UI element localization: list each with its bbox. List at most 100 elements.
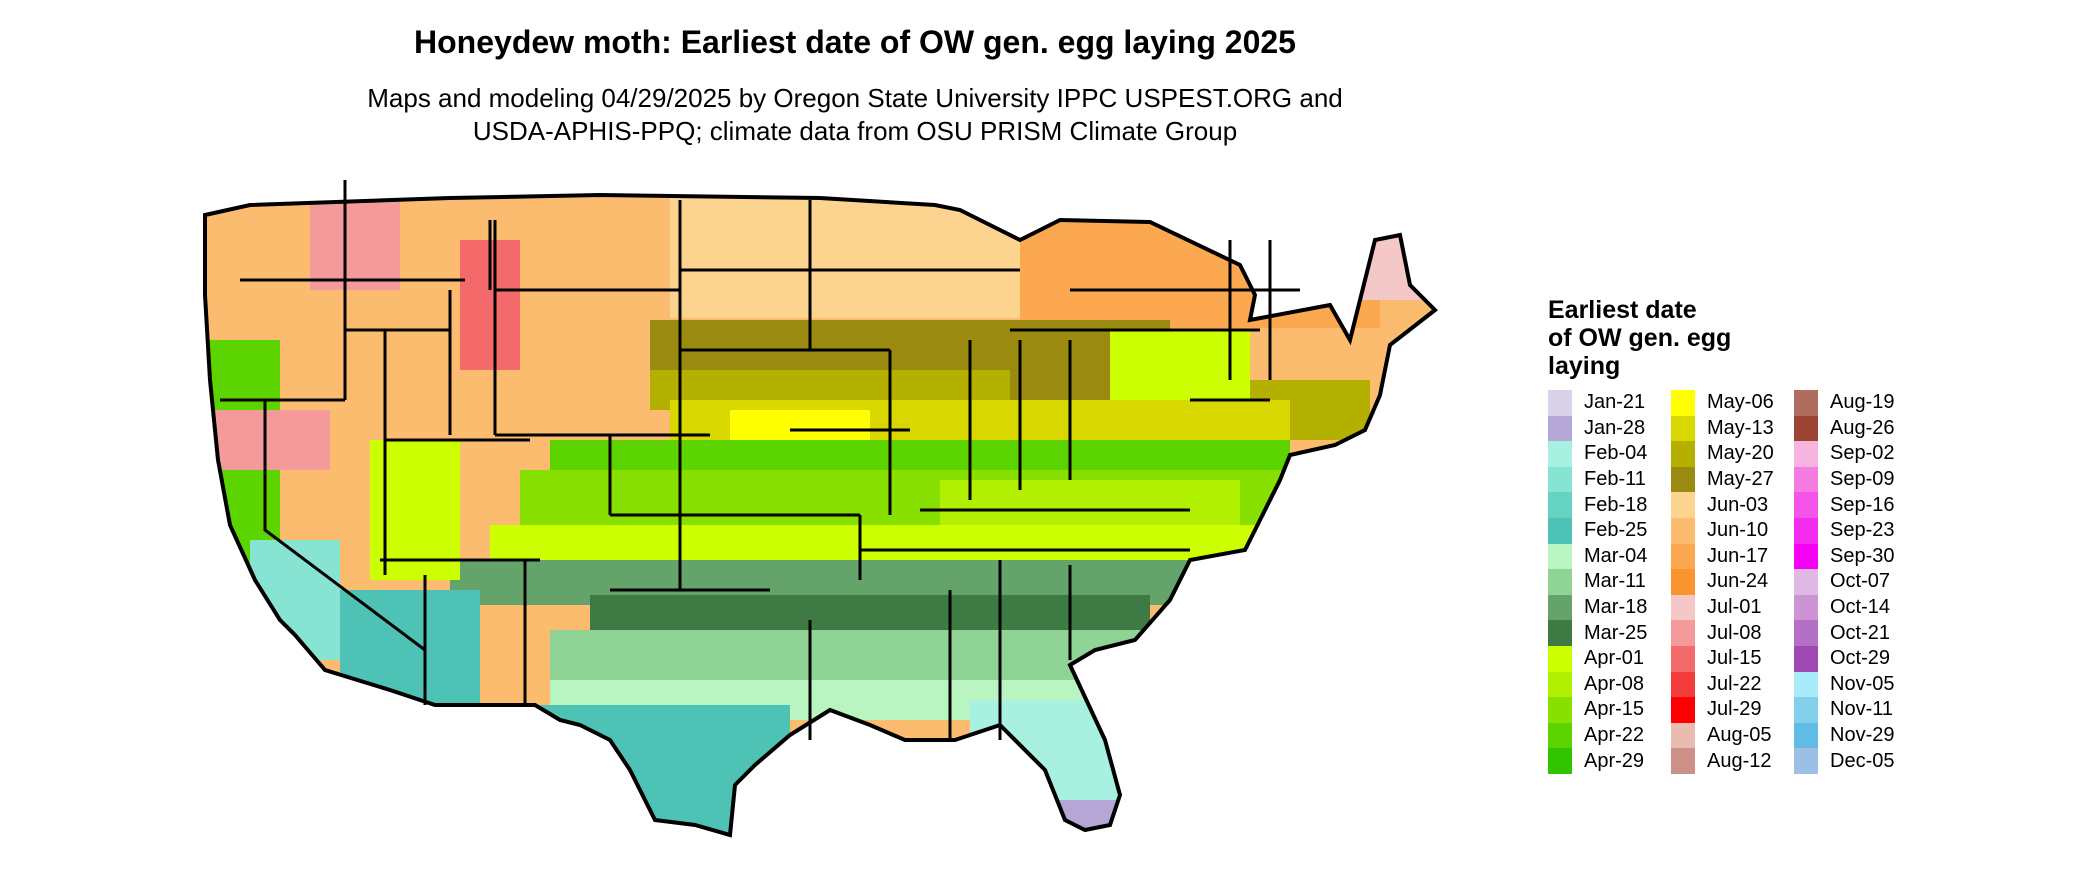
legend-label: Jun-10 — [1707, 519, 1769, 542]
legend-title-line: of OW gen. egg — [1548, 324, 1732, 352]
legend-swatch — [1548, 415, 1572, 442]
legend-item: Sep-16 — [1794, 492, 1917, 518]
legend-item: Jul-08 — [1671, 620, 1794, 646]
legend-item: Jul-15 — [1671, 645, 1794, 672]
legend-item: Apr-15 — [1548, 697, 1671, 723]
legend-swatch — [1794, 441, 1818, 467]
legend-item: Jun-03 — [1671, 492, 1794, 518]
legend-item: Oct-21 — [1794, 620, 1917, 646]
legend-item: Aug-26 — [1794, 415, 1917, 442]
legend-label: Oct-14 — [1830, 596, 1891, 619]
legend-swatch — [1548, 722, 1572, 749]
legend-item: Feb-18 — [1548, 492, 1671, 518]
subtitle-line: Maps and modeling 04/29/2025 by Oregon S… — [367, 83, 1343, 113]
legend-label: Sep-16 — [1830, 493, 1895, 516]
legend-label: Jul-22 — [1707, 672, 1762, 695]
legend-swatch — [1671, 466, 1695, 493]
legend-swatch — [1671, 697, 1695, 723]
legend-swatch — [1671, 594, 1695, 621]
legend-label: Jan-28 — [1584, 416, 1646, 439]
legend-column: Aug-19 Aug-26 Sep-02 Sep-09 Sep-16 Sep-23 Sep-… — [1794, 390, 1917, 774]
legend-swatch — [1794, 543, 1818, 570]
legend-item: Sep-23 — [1794, 517, 1917, 544]
legend-swatch — [1548, 645, 1572, 672]
legend-label: Jul-01 — [1707, 596, 1762, 619]
legend-swatch — [1548, 466, 1572, 493]
legend-item: May-13 — [1671, 415, 1794, 442]
legend-swatch — [1548, 492, 1572, 518]
legend-swatch — [1794, 748, 1818, 774]
legend-columns: Jan-21 Jan-28 Feb-04 Feb-11 Feb-18 Feb-25 Mar-… — [1548, 390, 2088, 774]
legend-item: Jun-17 — [1671, 543, 1794, 570]
legend-item: Feb-25 — [1548, 517, 1671, 544]
legend-item: May-06 — [1671, 390, 1794, 416]
legend-item: Sep-09 — [1794, 466, 1917, 493]
state-boundaries — [220, 180, 1300, 740]
legend-item: Jul-22 — [1671, 671, 1794, 698]
legend-swatch — [1548, 594, 1572, 621]
legend-label: Jan-21 — [1584, 391, 1646, 414]
legend-label: Jun-17 — [1707, 544, 1769, 567]
legend-item: Oct-14 — [1794, 594, 1917, 621]
map-title: Honeydew moth: Earliest date of OW gen. … — [414, 24, 1296, 60]
legend-label: Apr-22 — [1584, 724, 1645, 747]
legend-item: Mar-25 — [1548, 620, 1671, 646]
legend-item: Nov-11 — [1794, 697, 1917, 723]
legend-label: Mar-11 — [1584, 570, 1646, 593]
legend-item: Nov-05 — [1794, 671, 1917, 698]
legend-swatch — [1548, 569, 1572, 595]
legend-label: May-06 — [1707, 391, 1774, 414]
legend-item: Apr-22 — [1548, 722, 1671, 749]
legend-swatch — [1548, 441, 1572, 467]
legend-swatch — [1794, 645, 1818, 672]
legend-swatch — [1548, 543, 1572, 570]
legend-swatch — [1671, 517, 1695, 544]
legend-label: Mar-04 — [1584, 544, 1648, 567]
legend-label: Nov-29 — [1830, 724, 1895, 747]
legend-item: Dec-05 — [1794, 748, 1917, 774]
legend-label: Dec-05 — [1830, 749, 1895, 772]
legend-item: Oct-07 — [1794, 569, 1917, 595]
legend-swatch — [1794, 722, 1818, 749]
legend-item: Aug-05 — [1671, 722, 1794, 749]
legend-swatch — [1548, 517, 1572, 544]
legend-column: Jan-21 Jan-28 Feb-04 Feb-11 Feb-18 Feb-25 Mar-… — [1548, 390, 1671, 774]
legend-swatch — [1671, 492, 1695, 518]
legend-swatch — [1548, 671, 1572, 698]
legend-item: May-27 — [1671, 466, 1794, 493]
legend-item: Aug-19 — [1794, 390, 1917, 416]
legend-item: Aug-12 — [1671, 748, 1794, 774]
legend-swatch — [1794, 517, 1818, 544]
legend-title-line: Earliest date — [1548, 296, 1697, 324]
legend-item: Feb-11 — [1548, 466, 1671, 493]
legend-item: Oct-29 — [1794, 645, 1917, 672]
legend-swatch — [1794, 390, 1818, 416]
legend-swatch — [1671, 620, 1695, 646]
legend-item: Jul-01 — [1671, 594, 1794, 621]
legend-swatch — [1671, 390, 1695, 416]
legend-item: Jan-21 — [1548, 390, 1671, 416]
legend-item: Jun-10 — [1671, 517, 1794, 544]
legend-swatch — [1794, 415, 1818, 442]
legend-label: Oct-29 — [1830, 647, 1891, 670]
legend-item: Apr-01 — [1548, 645, 1671, 672]
legend-label: Apr-08 — [1584, 672, 1645, 695]
legend-swatch — [1548, 748, 1572, 774]
legend-label: Aug-19 — [1830, 391, 1895, 414]
legend-label: Sep-30 — [1830, 544, 1895, 567]
legend-swatch — [1671, 722, 1695, 749]
legend-swatch — [1671, 671, 1695, 698]
legend-item: Mar-04 — [1548, 543, 1671, 570]
legend-item: Jul-29 — [1671, 697, 1794, 723]
legend-label: Jun-03 — [1707, 493, 1769, 516]
legend-swatch — [1794, 492, 1818, 518]
legend-swatch — [1671, 645, 1695, 672]
legend-item: Jun-24 — [1671, 569, 1794, 595]
legend-label: Sep-23 — [1830, 519, 1895, 542]
legend-label: Apr-15 — [1584, 698, 1645, 721]
legend-label: Jul-29 — [1707, 698, 1762, 721]
legend-swatch — [1671, 543, 1695, 570]
legend-item: May-20 — [1671, 441, 1794, 467]
legend-label: Apr-01 — [1584, 647, 1645, 670]
legend-label: Oct-07 — [1830, 570, 1891, 593]
